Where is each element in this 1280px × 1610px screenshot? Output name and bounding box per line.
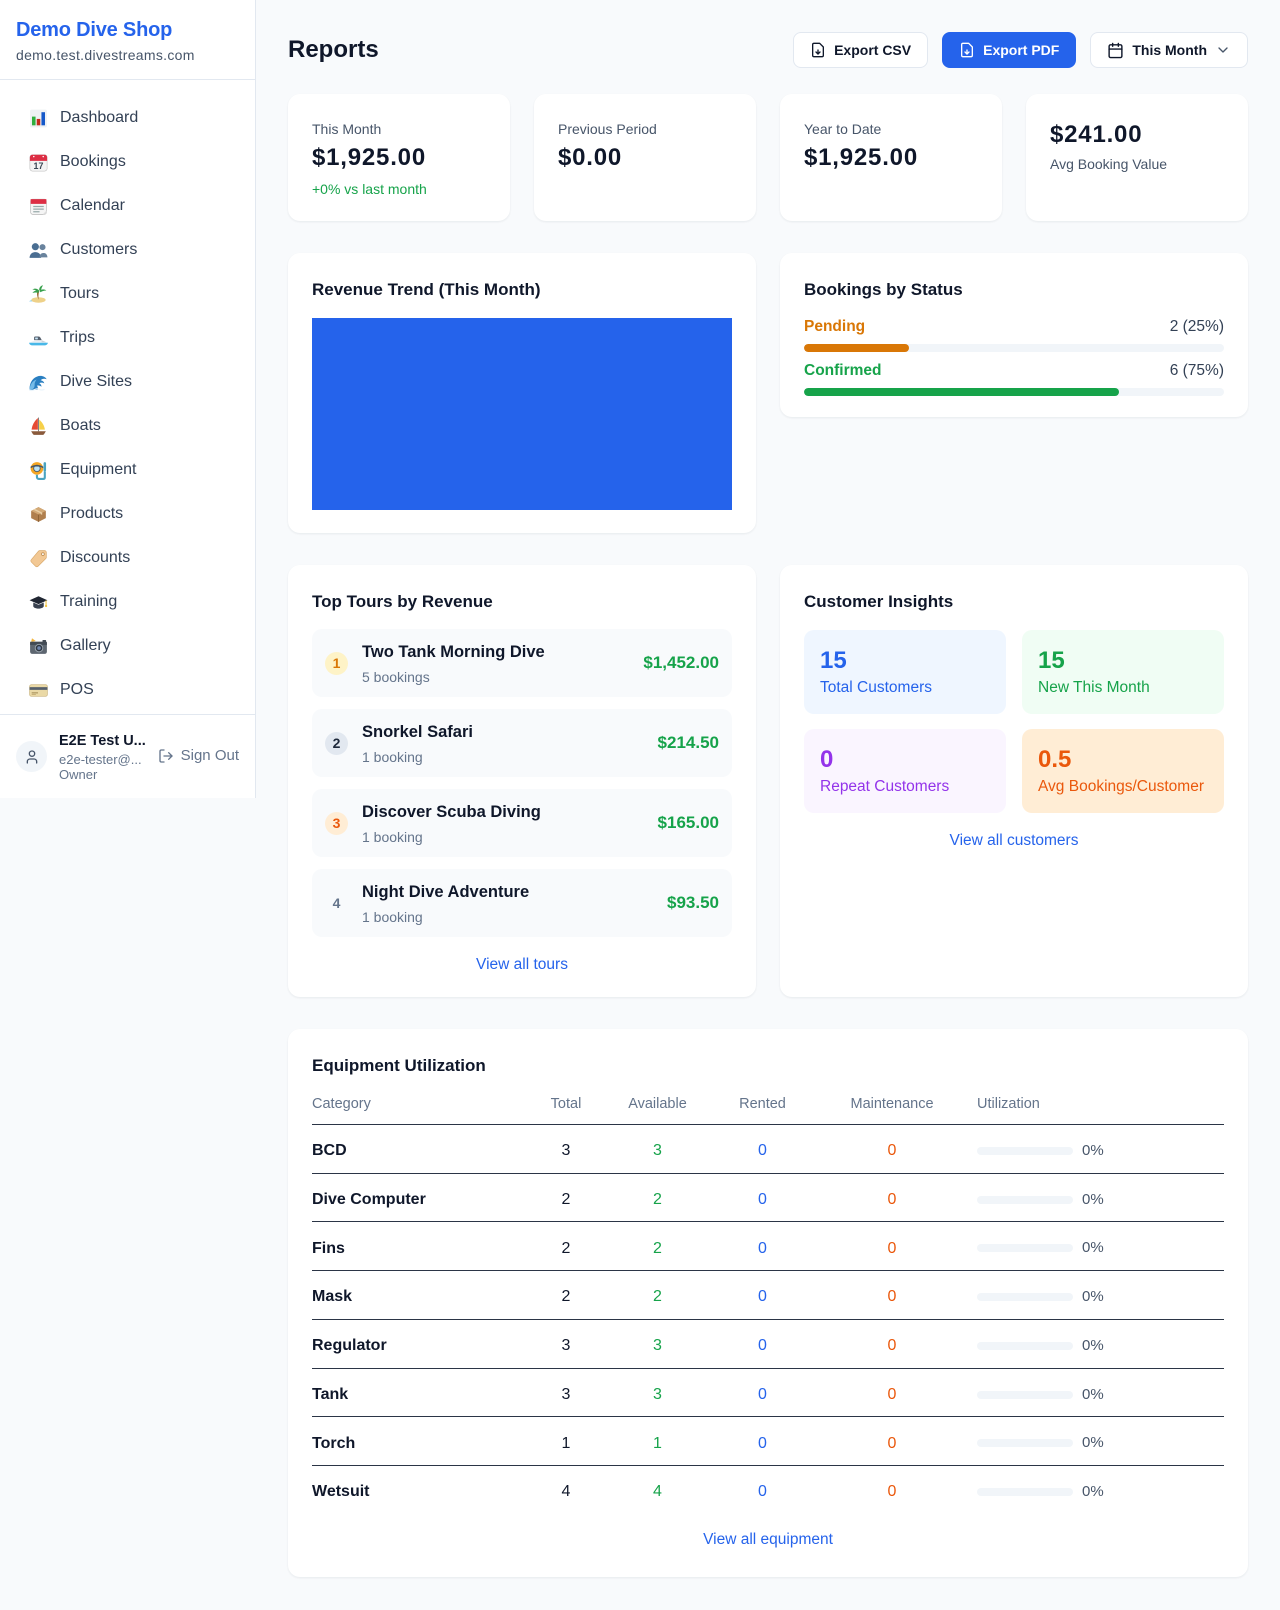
svg-text:17: 17 [34, 161, 44, 171]
